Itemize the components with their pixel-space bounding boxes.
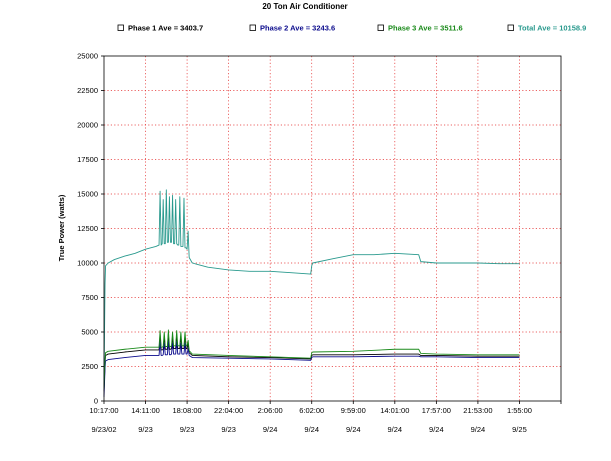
x-tick-time-label: 18:08:00 [172,406,201,415]
x-tick-date-label: 9/24 [388,425,403,434]
y-axis-ticks: 0 2500 5000 7500 10000 12500 15000 17500 20000 22… [77,52,104,406]
legend-swatch [249,24,256,31]
series-line-3 [103,329,520,389]
y-tick-label: 5000 [81,328,98,337]
series-lines [103,189,520,397]
x-tick-time-label: 9:59:00 [341,406,366,415]
x-tick-date-label: 9/24 [429,425,444,434]
x-axis-ticks: 10:17:00 9/23/02 14:11:00 9/23 18:08:00 9/23 2… [89,401,562,434]
x-tick-time-label: 14:11:00 [131,406,160,415]
x-tick-time-label: 6:02:00 [299,406,324,415]
chart-title: 20 Ton Air Conditioner [262,2,347,11]
x-tick-date-label: 9/25 [512,425,527,434]
plot-frame [103,55,562,402]
y-tick-label: 22500 [77,86,98,95]
x-tick-time-label: 2:06:00 [258,406,283,415]
series-line-4 [103,189,520,381]
x-tick-time-label: 21:53:00 [463,406,492,415]
x-tick-time-label: 17:57:00 [422,406,451,415]
x-tick-date-label: 9/23/02 [91,425,116,434]
x-tick-date-label: 9/23 [180,425,195,434]
y-tick-label: 17500 [77,155,98,164]
x-tick-date-label: 9/24 [304,425,319,434]
legend-swatch [377,24,384,31]
x-tick-date-label: 9/24 [471,425,486,434]
legend-entry-label: Total Ave = 10158.9 [518,24,586,33]
legend-entry-label: Phase 3 Ave = 3511.6 [388,24,463,33]
y-tick-label: 15000 [77,190,98,199]
y-tick-label: 10000 [77,259,98,268]
x-tick-time-label: 14:01:00 [380,406,409,415]
y-tick-label: 0 [94,397,98,406]
y-axis-label: True Power (watts) [57,194,66,261]
legend-entry-label: Phase 2 Ave = 3243.6 [260,24,335,33]
legend-entry-label: Phase 1 Ave = 3403.7 [128,24,203,33]
y-tick-label: 20000 [77,121,98,130]
x-tick-date-label: 9/24 [346,425,361,434]
gridlines [104,56,561,401]
legend: Phase 1 Ave = 3403.7 Phase 2 Ave = 3243.6… [117,24,586,33]
x-tick-date-label: 9/23 [221,425,236,434]
series-line-2 [103,340,520,397]
x-tick-time-label: 22:04:00 [214,406,243,415]
legend-swatch [507,24,514,31]
y-tick-label: 2500 [81,362,98,371]
y-tick-label: 12500 [77,224,98,233]
y-tick-label: 25000 [77,52,98,61]
x-tick-time-label: 1:55:00 [507,406,532,415]
x-tick-date-label: 9/24 [263,425,278,434]
x-tick-time-label: 10:17:00 [89,406,118,415]
legend-swatch [117,24,124,31]
x-tick-date-label: 9/23 [138,425,153,434]
y-tick-label: 7500 [81,293,98,302]
